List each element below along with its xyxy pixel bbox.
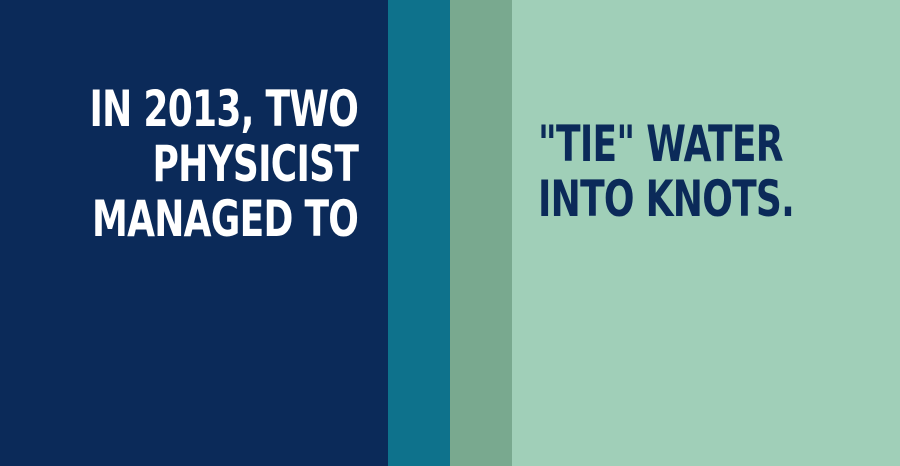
fact-intro-text: IN 2013, TWO PHYSICIST MANAGED TO <box>89 82 358 247</box>
teal-stripe <box>388 0 450 466</box>
mint-panel <box>512 0 900 466</box>
fact-intro-line: MANAGED TO <box>91 190 359 248</box>
sage-stripe <box>450 0 512 466</box>
fact-intro-line: IN 2013, TWO <box>89 80 358 138</box>
fact-conclusion-line: INTO KNOTS. <box>538 170 795 228</box>
fact-conclusion-line: "TIE" WATER <box>538 115 783 173</box>
fact-intro-line: PHYSICIST <box>152 135 358 193</box>
fact-conclusion-text: "TIE" WATER INTO KNOTS. <box>538 115 795 228</box>
navy-panel <box>0 0 388 466</box>
